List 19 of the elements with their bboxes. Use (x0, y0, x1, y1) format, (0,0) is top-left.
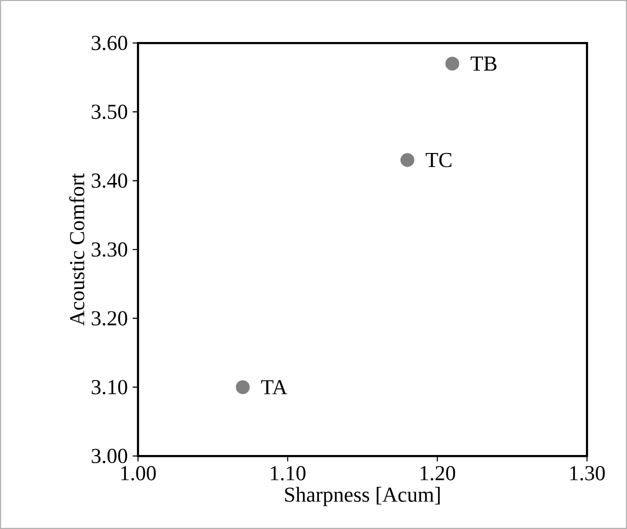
point (400, 153, 414, 167)
y-axis-title: Acoustic Comfort (69, 173, 84, 326)
y-tick-label: 3.20 (92, 311, 128, 326)
point (236, 380, 250, 394)
point (445, 56, 460, 71)
y-tick-label: 3.60 (92, 36, 128, 50)
x-tick-label: 1.00 (121, 466, 156, 480)
x-tick-label: 1.10 (270, 466, 306, 480)
annotation: TB (470, 56, 496, 71)
x-tick-label: 1.30 (570, 466, 605, 480)
x-tick-label: 1.20 (420, 466, 456, 480)
y-tick-label: 3.00 (92, 448, 128, 464)
x-axis-title: Sharpness [Acum] (285, 486, 440, 506)
y-tick-label: 3.10 (92, 380, 128, 394)
y-tick-label: 3.30 (92, 242, 128, 257)
annotation: TA (261, 380, 288, 394)
annotation: TC (426, 152, 452, 168)
y-tick-label: 3.50 (92, 104, 128, 120)
y-tick-label: 3.40 (92, 173, 128, 188)
